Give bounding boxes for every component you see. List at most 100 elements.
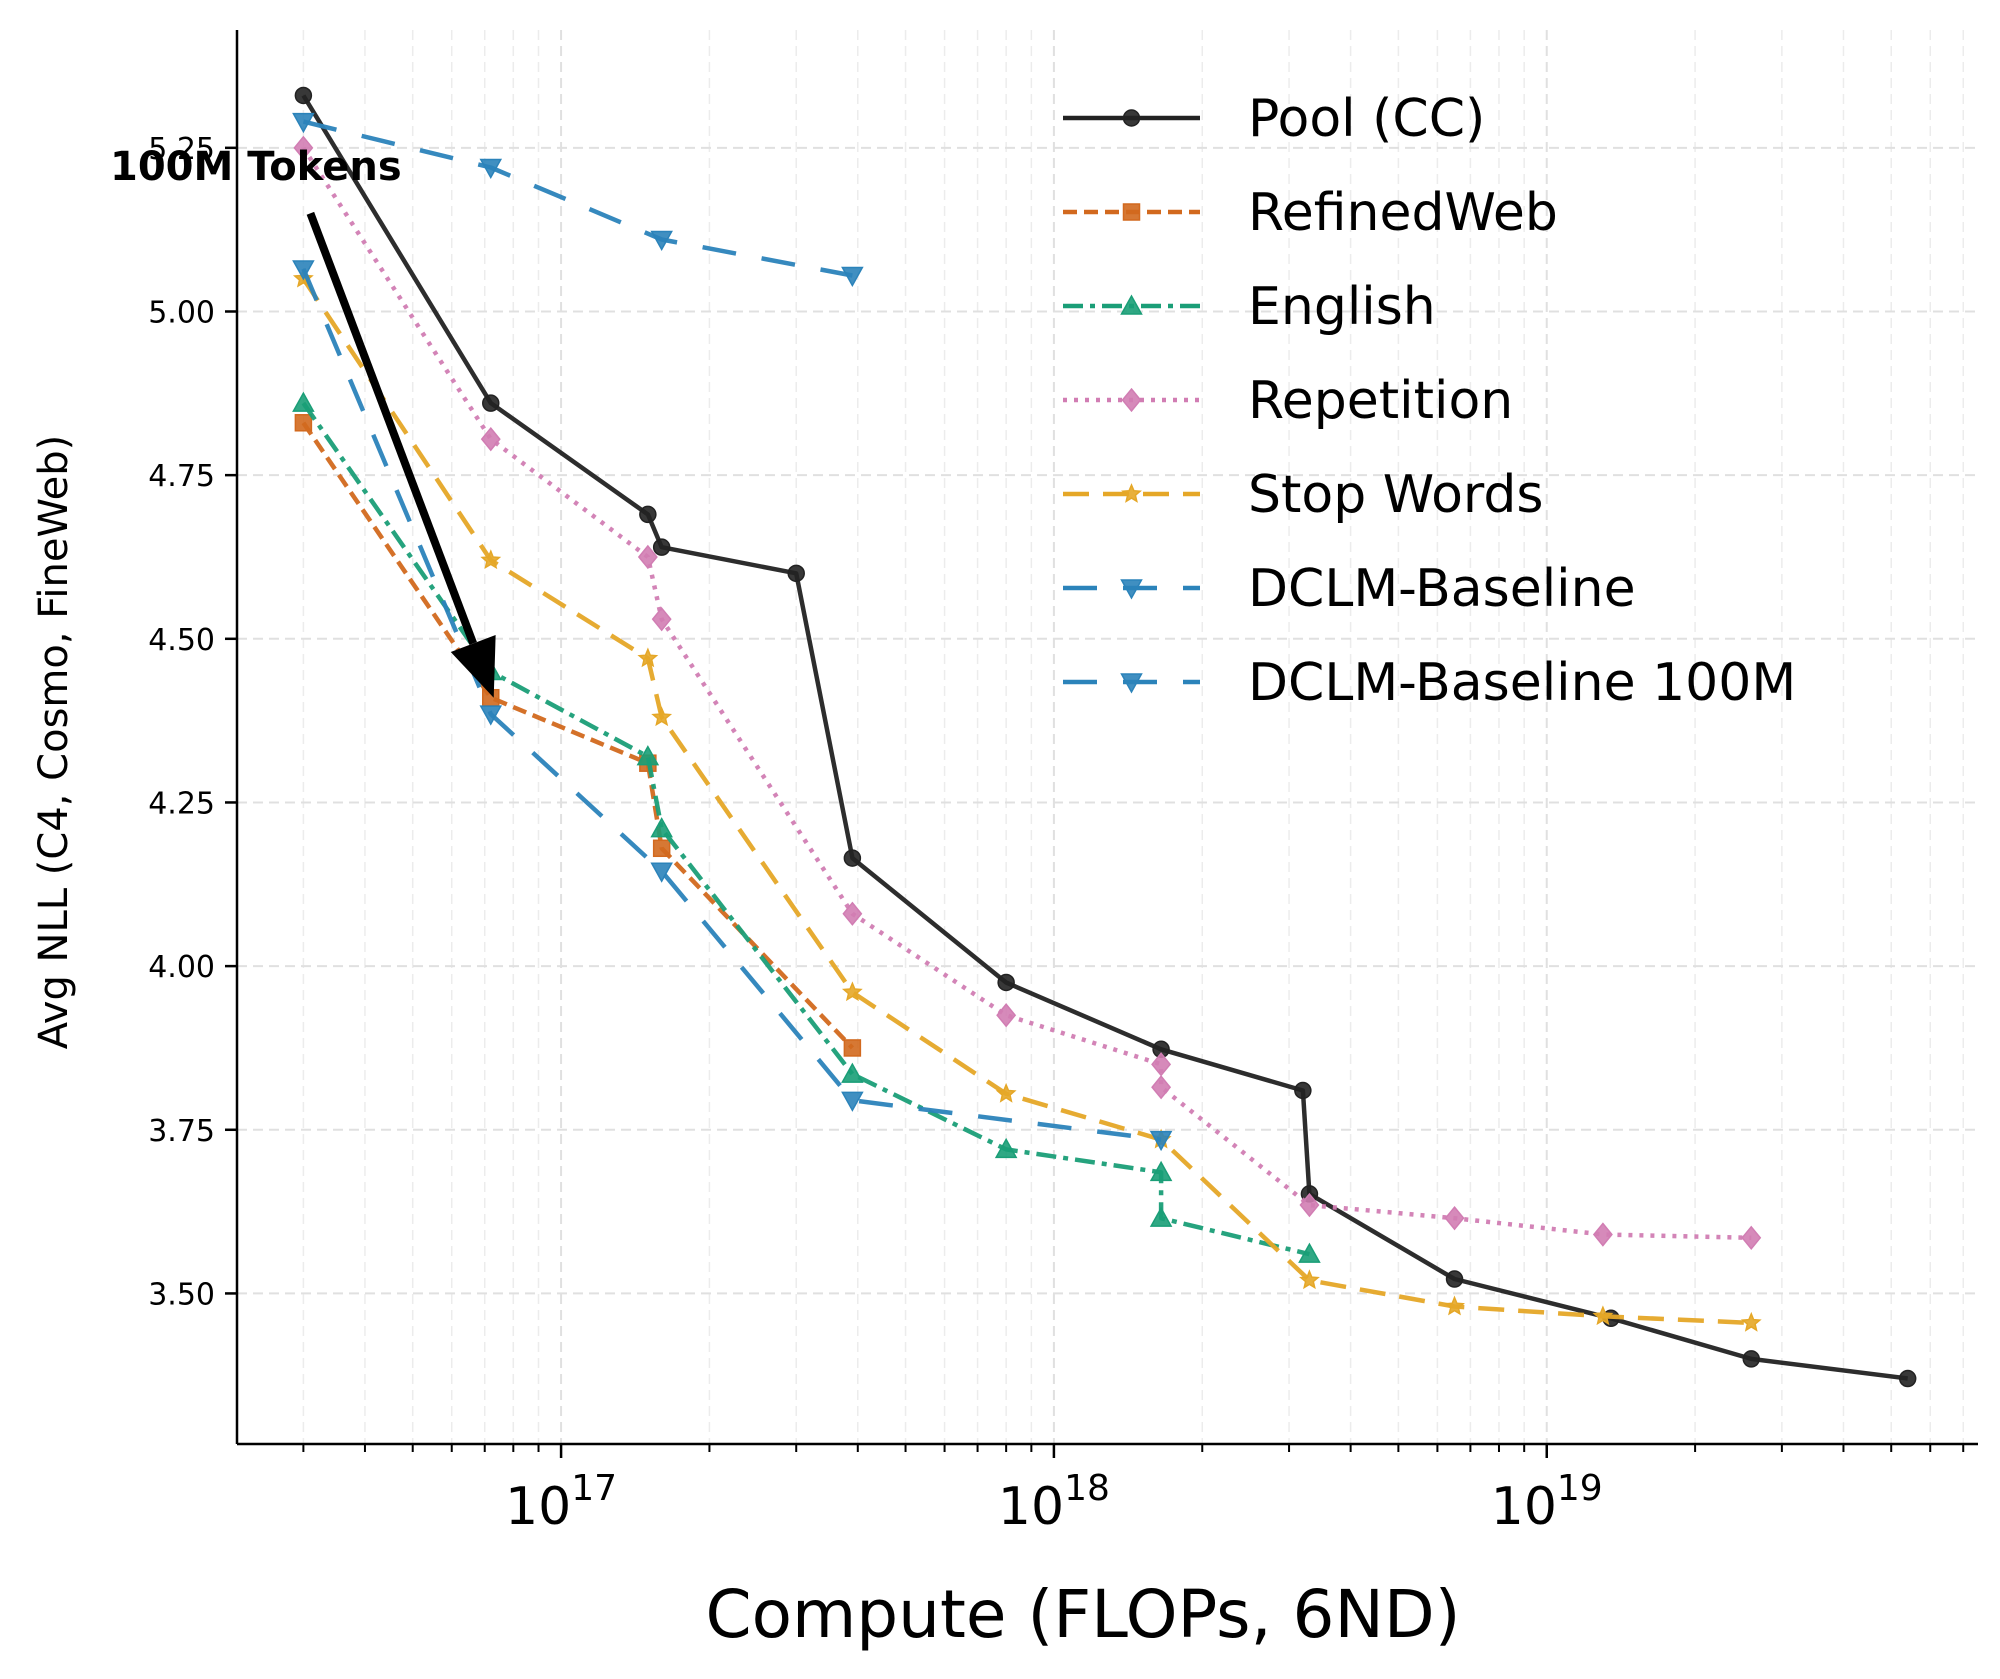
data-point bbox=[1120, 294, 1143, 315]
series-dclm-baseline-100m bbox=[292, 112, 864, 288]
legend-label: English bbox=[1248, 277, 1436, 337]
series-line bbox=[301, 146, 1752, 1241]
legend-label: DCLM-Baseline bbox=[1248, 559, 1636, 619]
data-point bbox=[639, 505, 657, 524]
data-point bbox=[652, 538, 671, 556]
data-point bbox=[1151, 1075, 1172, 1100]
legend-label: Stop Words bbox=[1248, 465, 1544, 525]
x-tick-label: 1017 bbox=[505, 1468, 617, 1537]
series-dclm-baseline bbox=[292, 260, 1173, 1152]
y-axis-label: Avg NLL (C4, Cosmo, FineWeb) bbox=[31, 435, 77, 1050]
data-point bbox=[1740, 1311, 1762, 1332]
legend-item: DCLM-Baseline bbox=[1063, 559, 1636, 619]
data-point bbox=[1122, 203, 1141, 221]
data-point bbox=[787, 564, 805, 583]
y-tick-label: 3.75 bbox=[148, 1114, 215, 1149]
data-point bbox=[1294, 1081, 1312, 1100]
data-point bbox=[1121, 387, 1142, 413]
data-point bbox=[1444, 1205, 1465, 1231]
y-tick-label: 4.25 bbox=[148, 786, 215, 821]
data-point bbox=[1741, 1225, 1762, 1250]
data-point bbox=[480, 549, 502, 570]
data-point bbox=[841, 266, 864, 288]
data-point bbox=[1120, 579, 1143, 600]
data-point bbox=[841, 1091, 864, 1112]
legend-item: Repetition bbox=[1063, 371, 1513, 431]
data-point bbox=[482, 394, 500, 412]
legend-item: DCLM-Baseline 100M bbox=[1063, 653, 1796, 713]
legend-label: Pool (CC) bbox=[1248, 89, 1485, 149]
data-point bbox=[636, 745, 660, 766]
x-tick-label: 1019 bbox=[1491, 1468, 1603, 1537]
y-tick-label: 5.25 bbox=[148, 132, 215, 167]
data-point bbox=[1592, 1222, 1613, 1247]
y-tick-label: 5.00 bbox=[148, 295, 215, 330]
data-point bbox=[1298, 1242, 1321, 1263]
data-point bbox=[479, 158, 503, 180]
legend-label: RefinedWeb bbox=[1248, 183, 1558, 243]
legend: Pool (CC) RefinedWeb English Repetition Stop… bbox=[1063, 89, 1796, 713]
data-point bbox=[841, 1062, 864, 1083]
data-point bbox=[842, 901, 863, 926]
data-point bbox=[650, 230, 673, 252]
data-point bbox=[294, 414, 313, 432]
data-point bbox=[1299, 1192, 1320, 1218]
data-point bbox=[480, 426, 501, 452]
data-point bbox=[479, 705, 503, 726]
data-point bbox=[292, 391, 315, 412]
data-point bbox=[652, 839, 671, 858]
annotation-arrow-head bbox=[450, 634, 496, 698]
y-tick-label: 3.50 bbox=[148, 1277, 215, 1312]
data-point bbox=[1445, 1270, 1464, 1288]
x-tick-label: 1018 bbox=[998, 1468, 1110, 1537]
legend-label: Repetition bbox=[1248, 371, 1513, 431]
legend-item: Pool (CC) bbox=[1063, 89, 1485, 149]
data-point bbox=[651, 606, 672, 632]
data-point bbox=[293, 135, 314, 161]
data-point bbox=[1149, 1130, 1173, 1152]
data-point bbox=[650, 817, 673, 838]
x-axis-label: Compute (FLOPs, 6ND) bbox=[706, 1576, 1461, 1653]
data-point bbox=[292, 260, 315, 281]
annotation-label: 100M Tokens bbox=[110, 144, 402, 190]
data-point bbox=[995, 1082, 1017, 1103]
legend-item: English bbox=[1063, 277, 1436, 337]
series-repetition bbox=[293, 135, 1762, 1250]
series-line bbox=[301, 401, 1310, 1257]
data-point bbox=[1149, 1160, 1173, 1182]
legend-label: DCLM-Baseline 100M bbox=[1248, 653, 1796, 713]
data-point bbox=[1149, 1206, 1173, 1227]
data-point bbox=[1120, 673, 1143, 694]
grid bbox=[237, 30, 1978, 1444]
data-point bbox=[841, 981, 863, 1002]
data-point bbox=[1299, 1269, 1320, 1290]
series-english bbox=[292, 391, 1321, 1263]
data-point bbox=[843, 1039, 862, 1057]
data-point bbox=[637, 544, 658, 570]
data-point bbox=[1742, 1350, 1761, 1368]
data-point bbox=[1444, 1295, 1465, 1316]
data-point bbox=[1121, 483, 1142, 503]
data-point bbox=[1122, 109, 1141, 127]
series-group bbox=[292, 86, 1917, 1388]
data-point bbox=[637, 647, 659, 668]
data-point bbox=[1592, 1305, 1614, 1326]
series-line bbox=[301, 268, 1162, 1142]
legend-item: Stop Words bbox=[1063, 465, 1544, 525]
data-point bbox=[294, 86, 313, 105]
data-point bbox=[994, 1137, 1018, 1159]
data-point bbox=[996, 1003, 1017, 1028]
legend-item: RefinedWeb bbox=[1063, 183, 1558, 243]
annotation-arrow-shaft bbox=[306, 211, 477, 645]
data-point bbox=[1898, 1369, 1917, 1388]
series-refinedweb bbox=[294, 414, 862, 1057]
y-tick-label: 4.00 bbox=[148, 950, 215, 985]
data-point bbox=[997, 973, 1015, 992]
y-tick-label: 4.50 bbox=[148, 623, 215, 658]
data-point bbox=[843, 849, 862, 867]
data-point bbox=[292, 112, 315, 134]
y-tick-label: 4.75 bbox=[148, 459, 215, 494]
